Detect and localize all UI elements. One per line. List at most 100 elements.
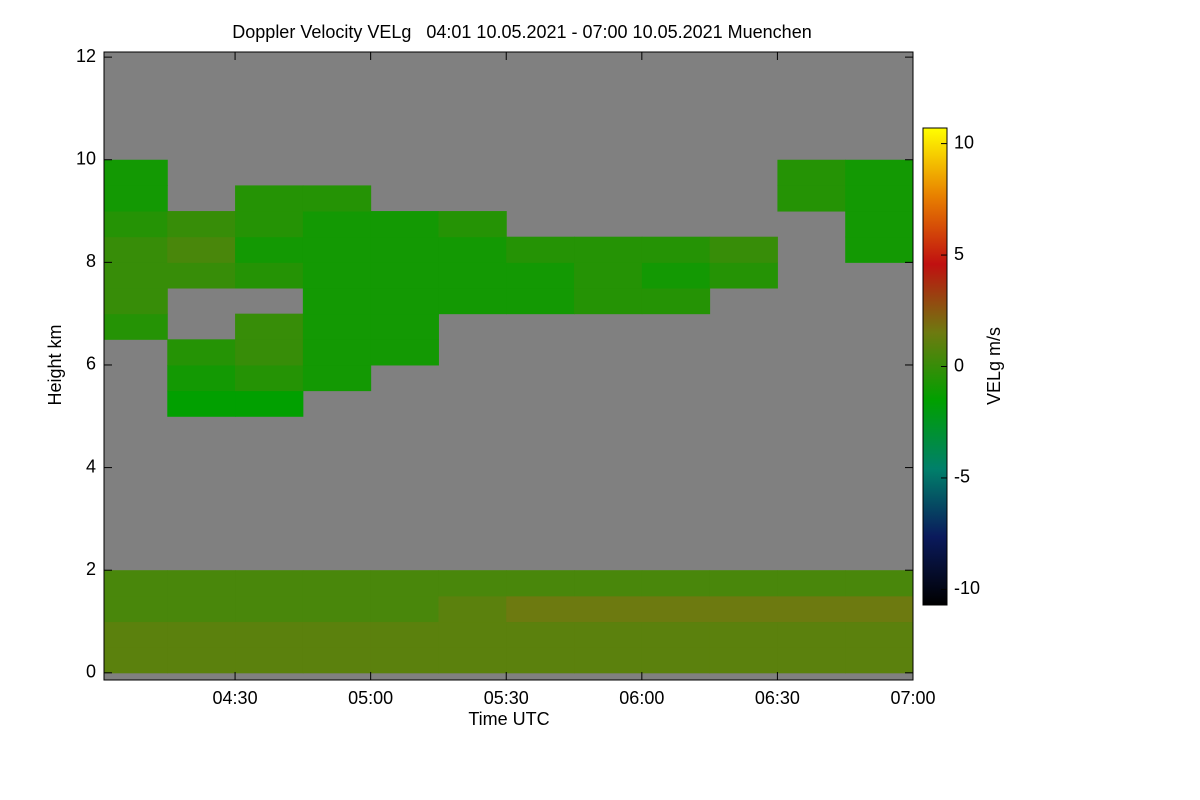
- heatmap-cell: [167, 390, 236, 417]
- y-tick-label: 12: [76, 46, 96, 66]
- heatmap-cell: [709, 262, 778, 289]
- heatmap-cell: [167, 570, 236, 597]
- heatmap-cell: [777, 185, 846, 212]
- heatmap-cell: [641, 236, 711, 263]
- heatmap-cell: [506, 570, 575, 597]
- heatmap-cell: [302, 262, 372, 289]
- heatmap-cell: [167, 262, 236, 289]
- heatmap-cell: [709, 647, 778, 674]
- heatmap-cell: [167, 621, 236, 648]
- heatmap-cell: [302, 621, 372, 648]
- colorbar-tick-label: -5: [954, 467, 970, 487]
- heatmap-cell: [235, 364, 304, 392]
- heatmap-cell: [104, 159, 168, 186]
- heatmap-cell: [167, 364, 236, 392]
- heatmap-cell: [641, 621, 711, 648]
- colorbar-tick-label: -10: [954, 578, 980, 598]
- chart-title: Doppler Velocity VELg 04:01 10.05.2021 -…: [232, 22, 811, 42]
- y-axis-label: Height km: [45, 324, 65, 405]
- heatmap-cell: [104, 288, 168, 315]
- heatmap-cell: [302, 313, 372, 340]
- heatmap-cell: [302, 647, 372, 674]
- heatmap-cell: [104, 262, 168, 289]
- x-axis-label: Time UTC: [468, 709, 549, 729]
- heatmap-cell: [370, 211, 439, 238]
- y-tick-label: 0: [86, 662, 96, 682]
- heatmap-cell: [438, 595, 507, 623]
- heatmap-cell: [709, 236, 778, 263]
- heatmap-cell: [438, 647, 507, 674]
- heatmap-cell: [370, 570, 439, 597]
- heatmap-cell: [438, 288, 507, 315]
- heatmap-cell: [574, 570, 643, 597]
- y-tick-label: 4: [86, 456, 96, 476]
- heatmap-cell: [709, 621, 778, 648]
- heatmap-cell: [845, 211, 914, 238]
- heatmap-cell: [574, 647, 643, 674]
- heatmap-cell: [370, 236, 439, 263]
- heatmap-cell: [370, 288, 439, 315]
- colorbar-tick-label: 0: [954, 355, 964, 375]
- heatmap-cell: [235, 313, 304, 340]
- heatmap-cell: [104, 211, 168, 238]
- heatmap-cell: [574, 621, 643, 648]
- heatmap-cell: [438, 211, 507, 238]
- heatmap-cell: [506, 236, 575, 263]
- heatmap-cell: [104, 313, 168, 340]
- heatmap-cell: [302, 364, 372, 392]
- heatmap-cell: [845, 647, 914, 674]
- heatmap-cell: [574, 288, 643, 315]
- heatmap-cell: [709, 570, 778, 597]
- x-tick-label: 04:30: [213, 688, 258, 708]
- heatmap-cell: [777, 159, 846, 186]
- heatmap-cell: [370, 313, 439, 340]
- heatmap-cell: [574, 262, 643, 289]
- heatmap-cell: [438, 570, 507, 597]
- heatmap-cell: [845, 185, 914, 212]
- heatmap-cell: [641, 570, 711, 597]
- heatmap-cell: [709, 595, 778, 623]
- heatmap-cell: [845, 621, 914, 648]
- heatmap-cell: [777, 621, 846, 648]
- heatmap-cell: [370, 647, 439, 674]
- x-tick-label: 06:30: [755, 688, 800, 708]
- heatmap-cell: [641, 288, 711, 315]
- y-tick-label: 2: [86, 559, 96, 579]
- heatmap-cell: [641, 595, 711, 623]
- heatmap-cell: [845, 595, 914, 623]
- heatmap-cell: [235, 390, 304, 417]
- heatmap-cell: [506, 262, 575, 289]
- heatmap-cell: [506, 288, 575, 315]
- heatmap-cell: [104, 647, 168, 674]
- heatmap-cell: [506, 647, 575, 674]
- heatmap-cell: [574, 595, 643, 623]
- heatmap-cell: [302, 288, 372, 315]
- heatmap-cell: [845, 236, 914, 263]
- heatmap-cell: [574, 236, 643, 263]
- heatmap-cell: [302, 595, 372, 623]
- heatmap-cell: [104, 621, 168, 648]
- heatmap-cell: [302, 211, 372, 238]
- heatmap-cell: [370, 595, 439, 623]
- heatmap-cell: [104, 185, 168, 212]
- heatmap-cell: [370, 621, 439, 648]
- heatmap-cell: [235, 211, 304, 238]
- heatmap-cell: [104, 570, 168, 597]
- heatmap-cell: [235, 595, 304, 623]
- heatmap-cell: [235, 621, 304, 648]
- x-tick-label: 05:30: [484, 688, 529, 708]
- heatmap-cell: [167, 211, 236, 238]
- heatmap-cell: [777, 570, 846, 597]
- heatmap-cell: [104, 595, 168, 623]
- heatmap-cell: [235, 262, 304, 289]
- heatmap-cell: [167, 236, 236, 263]
- heatmap-cell: [302, 570, 372, 597]
- heatmap-cell: [104, 236, 168, 263]
- plot-frame: [103, 51, 914, 681]
- heatmap-cell: [438, 262, 507, 289]
- x-tick-label: 07:00: [890, 688, 935, 708]
- x-tick-label: 06:00: [619, 688, 664, 708]
- heatmap-cell: [167, 647, 236, 674]
